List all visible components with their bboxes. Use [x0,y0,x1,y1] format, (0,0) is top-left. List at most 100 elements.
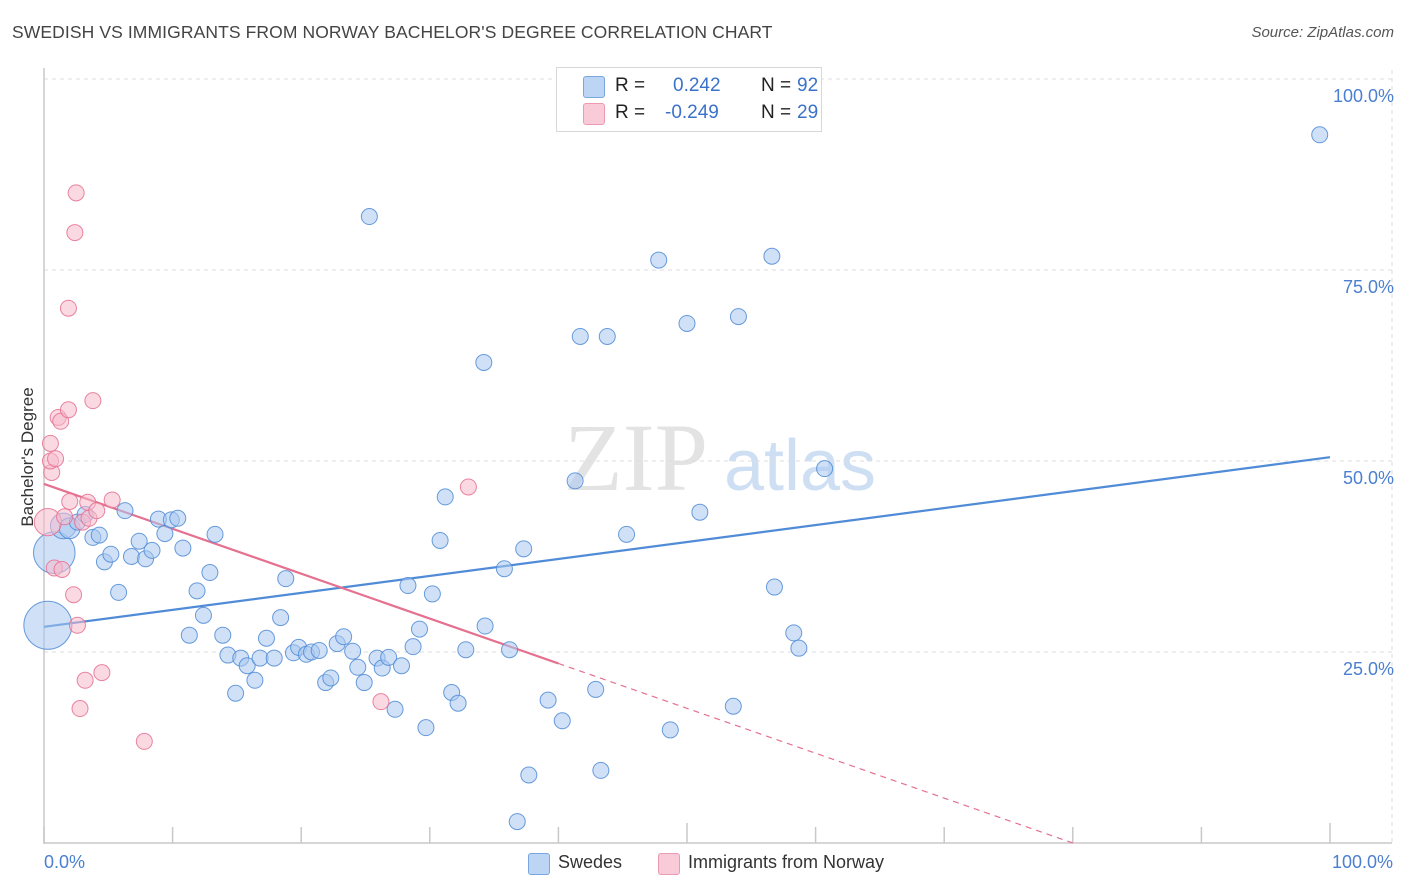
watermark: ZIP atlas [564,404,876,511]
data-point [598,327,616,345]
data-point [90,526,108,544]
data-point [122,548,140,565]
data-point [214,626,232,644]
data-point [93,664,111,682]
data-point [355,674,373,692]
data-point [23,600,73,650]
data-point [156,525,174,543]
data-point [411,620,429,638]
data-point [650,251,668,269]
legend-r-value: -0.249 [665,102,719,123]
data-point [53,560,71,578]
data-point [765,578,783,596]
data-point [110,583,128,601]
y-axis-label: Bachelor's Degree [18,387,37,527]
data-point [449,694,467,712]
y-tick-label: 75.0% [1342,277,1394,297]
trend-lines [43,456,1331,844]
data-point [515,540,533,558]
data-point [661,721,679,739]
correlation-legend: R = 0.242 N = 92 R = -0.249 N = 29 [556,67,822,132]
legend-r-label: R = [615,75,646,96]
data-point [246,671,264,689]
data-point [41,434,59,452]
data-point [102,545,120,563]
data-point [436,488,454,506]
data-point [386,700,404,718]
data-point [816,460,834,478]
legend-r-value: 0.242 [673,75,721,96]
data-point [393,657,411,675]
data-point [423,585,441,603]
legend-n-label: N = [761,102,792,123]
data-point [188,582,206,600]
data-point [65,586,83,604]
chart-title: SWEDISH VS IMMIGRANTS FROM NORWAY BACHEL… [12,22,773,42]
data-point [194,606,212,624]
data-point [143,541,161,559]
data-point [257,629,275,647]
data-point [61,492,79,510]
legend-n-value: 29 [797,102,819,123]
data-point [539,691,557,709]
data-point [724,697,742,715]
grid-lines [44,70,1393,843]
data-point [68,616,86,634]
data-point [322,669,340,687]
data-point [251,649,269,667]
data-point [501,641,519,659]
data-point [88,502,106,520]
data-point [349,658,367,676]
data-point [227,684,245,702]
data-point [277,570,295,588]
data-point [103,491,121,509]
data-point [571,327,589,345]
legend-n-label: N = [761,75,792,96]
data-point [431,531,449,549]
data-point [272,609,290,627]
data-point [265,649,283,667]
data-point [520,766,538,784]
data-point [360,208,378,226]
bottom-legend-label: Swedes [558,852,623,872]
data-point [1311,126,1329,144]
data-point [618,525,636,543]
data-point [67,184,85,202]
trend-line [43,456,1331,628]
bottom-legend-label: Immigrants from Norway [688,852,885,872]
data-point [116,502,134,520]
data-point [763,247,781,265]
data-point [84,392,102,410]
data-point [130,532,148,550]
data-point [457,641,475,659]
data-point [785,624,803,642]
y-tick-label: 100.0% [1332,86,1394,106]
data-point [495,560,513,578]
data-point [553,712,571,730]
x-tick-label-min: 0.0% [44,852,86,872]
y-tick-label: 50.0% [1342,468,1394,488]
data-point [71,700,89,718]
data-point [47,450,65,468]
data-point [566,472,584,490]
data-point [380,648,398,666]
data-point [678,314,696,332]
data-point [66,224,84,242]
data-point [587,680,605,698]
data-point [475,353,493,371]
data-point [335,628,353,646]
data-point [372,693,390,711]
y-tick-label: 25.0% [1342,659,1394,679]
data-point [508,813,526,831]
source-credit: Source: ZipAtlas.com [1251,24,1394,41]
data-point [399,577,417,595]
data-point [76,671,94,689]
data-point [459,478,477,496]
data-point [206,525,224,543]
data-point [174,539,192,557]
data-point [790,639,808,657]
data-point [169,509,187,527]
data-point [56,508,74,526]
data-point [201,564,219,582]
